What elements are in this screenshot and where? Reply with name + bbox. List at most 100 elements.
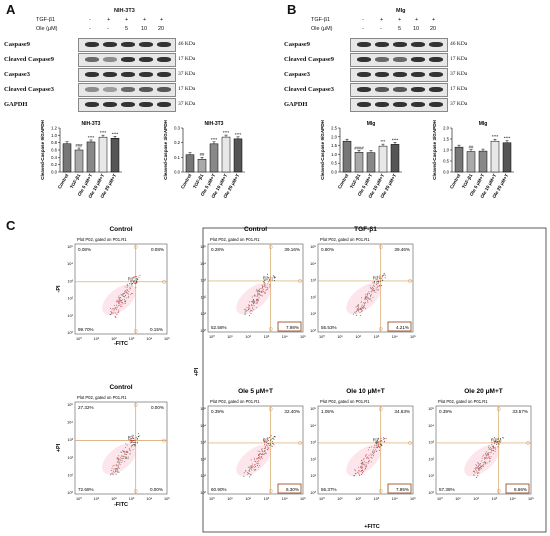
event-dot [270,439,272,440]
y-tick-label: 1.0 [51,133,57,138]
event-dot [128,291,130,292]
event-dot [369,456,371,458]
event-dot [370,300,372,302]
event-dot [264,292,266,294]
y-tick-label: 1.5 [331,143,337,148]
y-tick-label: 0.5 [443,159,449,164]
event-dot [116,312,118,314]
lane-value: - [362,26,364,32]
x-tick-label: 10¹ [455,497,461,501]
gate-handle [268,489,273,493]
y-tick-label: 0.6 [51,148,57,153]
event-dot [253,469,255,471]
event-dot [478,463,480,464]
event-dot [250,301,252,303]
event-dot [261,456,263,458]
flow-plot: Control Plot P02, gated on P01.R1 R2 0.28% 3… [200,226,306,339]
event-dot [375,450,377,452]
event-dot [252,302,254,304]
event-dot [112,312,114,313]
gate-label: R2 [373,275,379,280]
event-dot [499,438,501,440]
quadrant-value: 6.30% [286,487,299,492]
event-dot [484,452,486,454]
event-dot [124,292,125,294]
event-dot [491,447,493,449]
event-dot [478,464,480,466]
event-dot [377,442,379,444]
event-dot [492,446,494,448]
event-dot [273,275,275,277]
event-dot [124,296,126,298]
event-dot [130,282,132,284]
event-dot [125,453,127,455]
significance-label: ## [200,152,205,157]
event-dot [373,290,375,291]
event-dot [376,440,378,442]
event-dot [126,286,128,288]
gate-handle [378,245,383,249]
event-dot [496,438,498,440]
event-dot [476,476,477,478]
event-dot [368,459,370,461]
lane-value: + [143,17,147,23]
event-dot [360,306,362,308]
event-dot [259,294,261,296]
flow-plot: TGF-β1 Plot P02, gated on P01.R1 R2 0.80% 39… [310,226,416,339]
event-dot [379,280,381,282]
event-dot [271,437,273,439]
event-dot [488,446,489,448]
lane-value: 5 [125,26,129,32]
event-dot [375,446,377,448]
event-dot [266,289,267,291]
category-label: Control [180,173,193,190]
flow-plot-frame [207,405,304,495]
event-dot [137,279,139,281]
event-dot [126,291,127,293]
event-dot [488,457,490,459]
density-haze [102,443,137,475]
event-dot [486,462,488,464]
cell-line-label: Mlg [396,8,406,14]
significance-label: **** [235,132,242,137]
event-dot [250,465,252,467]
event-dot [498,443,500,445]
flow-plot-title: Control [109,226,132,233]
event-dot [125,291,127,293]
bar-charts: NIH-3T3 0.0 0.2 0.4 0.6 0.8 1.0 1.2 Cleaved-Casp… [40,119,514,199]
event-dot [114,307,116,309]
density-haze [346,444,381,477]
event-dot [264,450,266,452]
event-dot [484,457,486,459]
event-dot [362,470,364,472]
event-dot [129,440,131,442]
blot-row-label: GAPDH [4,101,28,108]
event-dot [369,299,371,301]
event-dot [369,285,371,287]
event-dot [485,456,487,458]
event-dot [124,302,126,304]
x-tick-label: 10² [355,335,361,339]
event-dot [494,441,496,443]
event-dot [126,283,128,285]
event-dot [120,462,122,463]
event-dot [258,460,260,462]
event-dot [254,295,256,297]
event-dot [115,468,117,470]
event-dot [359,314,361,316]
event-dot [127,450,129,452]
event-dot [372,289,374,291]
event-dot [378,437,380,439]
chart-title: NIH-3T3 [205,121,224,127]
x-tick-label: 10⁵ [164,497,170,501]
event-dot [261,450,263,452]
event-dot [251,465,253,467]
event-dot [354,311,356,313]
event-dot [258,456,260,458]
event-dot [377,446,379,448]
event-dot [131,293,133,295]
event-dot [485,454,487,456]
event-dot [482,463,484,465]
event-dot [370,294,372,296]
gate-handle [298,441,302,445]
